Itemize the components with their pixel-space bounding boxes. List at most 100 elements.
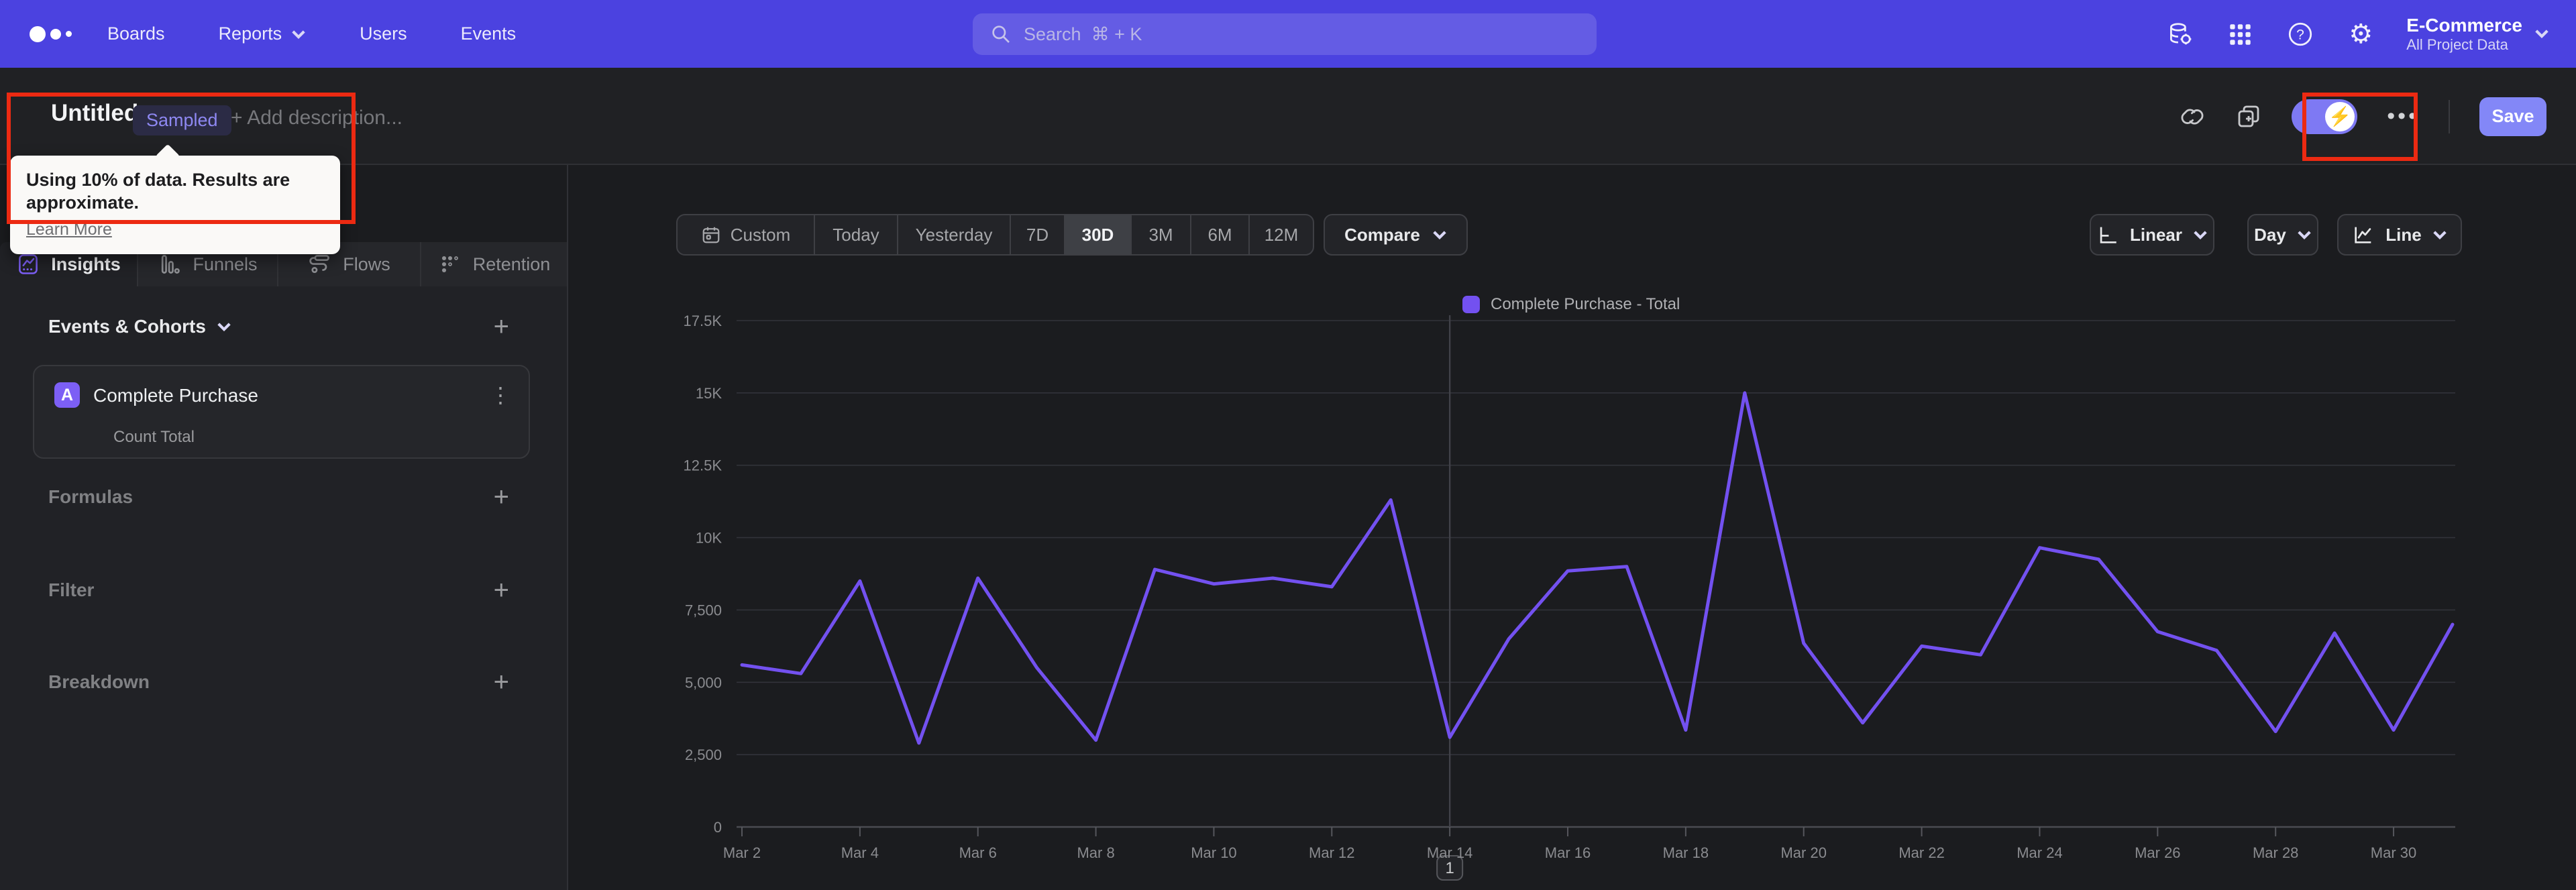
settings-gear-icon[interactable]: ⚙ [2349, 19, 2373, 49]
query-builder-panel: Events & Cohorts + A Complete Purchase ⋮… [0, 286, 567, 890]
search-input[interactable]: Search ⌘ + K [973, 13, 1597, 55]
range-6m[interactable]: 6M [1190, 215, 1248, 254]
x-axis-tick-label: Mar 28 [2253, 844, 2298, 861]
report-title[interactable]: Untitled [51, 100, 139, 126]
formulas-section-label: Formulas [48, 486, 133, 507]
annotation-marker[interactable] [1436, 855, 1464, 881]
range-custom[interactable]: Custom [678, 215, 814, 254]
apps-grid-icon[interactable] [2225, 19, 2255, 49]
tab-label: Retention [472, 254, 551, 274]
x-axis-tick-label: Mar 30 [2371, 844, 2416, 861]
add-filter-button[interactable]: + [493, 575, 509, 605]
logo-dot [50, 28, 61, 40]
x-axis-tick-label: Mar 4 [841, 844, 879, 861]
sampling-tooltip: Using 10% of data. Results are approxima… [10, 156, 340, 254]
y-axis-tick-label: 15K [696, 385, 722, 402]
nav-right-cluster: ? ⚙ E-Commerce All Project Data [2165, 0, 2549, 68]
legend-item[interactable]: Complete Purchase - Total [1462, 295, 1680, 314]
y-axis-tick-label: 12.5K [684, 457, 722, 474]
add-description[interactable]: + Add description... [231, 107, 402, 129]
x-axis-tick-label: Mar 24 [2017, 844, 2062, 861]
x-axis-tick-label: Mar 26 [2135, 844, 2180, 861]
data-management-icon[interactable] [2165, 19, 2194, 49]
chevron-down-icon [217, 323, 231, 331]
kebab-menu-icon[interactable]: ⋮ [490, 383, 511, 407]
sampled-badge[interactable]: Sampled [133, 105, 231, 135]
nav-item-boards[interactable]: Boards [107, 23, 165, 44]
range-label: 6M [1208, 224, 1232, 245]
project-switcher[interactable]: E-Commerce All Project Data [2406, 14, 2549, 54]
interval-dropdown[interactable]: Day [2247, 214, 2318, 256]
header-actions: ⚡ ••• Save [2179, 68, 2546, 165]
nav-item-label: Reports [218, 23, 282, 44]
line-chart-icon [2355, 227, 2371, 243]
breakdown-section-label: Breakdown [48, 671, 150, 692]
x-axis-tick-label: Mar 8 [1077, 844, 1114, 861]
nav-item-label: Users [360, 23, 407, 44]
svg-text:?: ? [2296, 27, 2304, 42]
nav-item-events[interactable]: Events [461, 23, 517, 44]
tab-insights[interactable]: Insights [0, 242, 137, 286]
add-formula-button[interactable]: + [493, 482, 509, 512]
logo-dot [66, 31, 72, 37]
nav-item-users[interactable]: Users [360, 23, 407, 44]
range-label: 12M [1264, 224, 1299, 245]
learn-more-link[interactable]: Learn More [26, 219, 112, 239]
y-axis-tick-label: 17.5K [684, 313, 722, 329]
compare-button[interactable]: Compare [1324, 214, 1468, 256]
event-name[interactable]: Complete Purchase [93, 385, 258, 406]
x-axis-tick-label: Mar 20 [1780, 844, 1826, 861]
flows-icon [309, 255, 330, 274]
event-aggregation[interactable]: Count Total [113, 428, 195, 446]
range-today[interactable]: Today [814, 215, 897, 254]
copy-link-icon[interactable] [2179, 103, 2206, 130]
event-series-badge: A [54, 382, 80, 408]
x-axis-tick-label: Mar 22 [1898, 844, 1944, 861]
tab-retention[interactable]: Retention [420, 242, 567, 286]
nav-item-reports[interactable]: Reports [219, 23, 307, 44]
filter-section-label: Filter [48, 579, 95, 600]
chevron-down-icon [2535, 30, 2548, 39]
range-label: 3M [1148, 224, 1173, 245]
top-nav: Boards Reports Users Events Search ⌘ + K [0, 0, 2576, 68]
more-menu-button[interactable]: ••• [2387, 103, 2419, 129]
sampling-toggle[interactable]: ⚡ [2292, 99, 2358, 134]
range-yesterday[interactable]: Yesterday [897, 215, 1010, 254]
chevron-down-icon [2298, 231, 2311, 239]
x-axis-tick-label: Mar 18 [1663, 844, 1709, 861]
y-scale-dropdown[interactable]: Linear [2090, 214, 2214, 256]
date-range-selector: Custom Today Yesterday 7D 30D 3M 6M 12M [676, 214, 1314, 256]
divider [2449, 99, 2450, 133]
search-icon [992, 25, 1010, 43]
help-icon[interactable]: ? [2286, 19, 2315, 49]
duplicate-icon[interactable] [2235, 103, 2262, 130]
calendar-icon [702, 227, 720, 243]
funnels-icon [162, 255, 180, 274]
range-7d[interactable]: 7D [1010, 215, 1064, 254]
range-label: 30D [1081, 224, 1114, 245]
save-button[interactable]: Save [2479, 97, 2546, 136]
legend-swatch [1462, 296, 1480, 313]
chevron-down-icon [2194, 231, 2207, 239]
add-breakdown-button[interactable]: + [493, 667, 509, 697]
add-event-button[interactable]: + [493, 312, 509, 341]
mixpanel-logo[interactable] [30, 0, 72, 68]
retention-icon [441, 256, 458, 273]
events-cohorts-header[interactable]: Events & Cohorts [48, 316, 231, 337]
panel-divider [567, 165, 568, 890]
chevron-down-icon [2433, 231, 2447, 239]
tab-label: Funnels [193, 254, 258, 274]
event-card[interactable]: A Complete Purchase ⋮ Count Total [33, 365, 530, 459]
range-3m[interactable]: 3M [1130, 215, 1190, 254]
range-12m[interactable]: 12M [1248, 215, 1313, 254]
nav-item-label: Boards [107, 23, 165, 44]
range-30d[interactable]: 30D [1064, 215, 1130, 254]
chart-type-dropdown[interactable]: Line [2337, 214, 2462, 256]
tooltip-text: Using 10% of data. Results are approxima… [26, 170, 290, 213]
range-label: 7D [1026, 224, 1049, 245]
x-axis-tick-label: Mar 6 [959, 844, 997, 861]
search-placeholder: Search ⌘ + K [1024, 23, 1142, 44]
legend-label: Complete Purchase - Total [1491, 295, 1680, 313]
range-label: Yesterday [915, 224, 993, 245]
y-axis-tick-label: 0 [714, 819, 722, 836]
